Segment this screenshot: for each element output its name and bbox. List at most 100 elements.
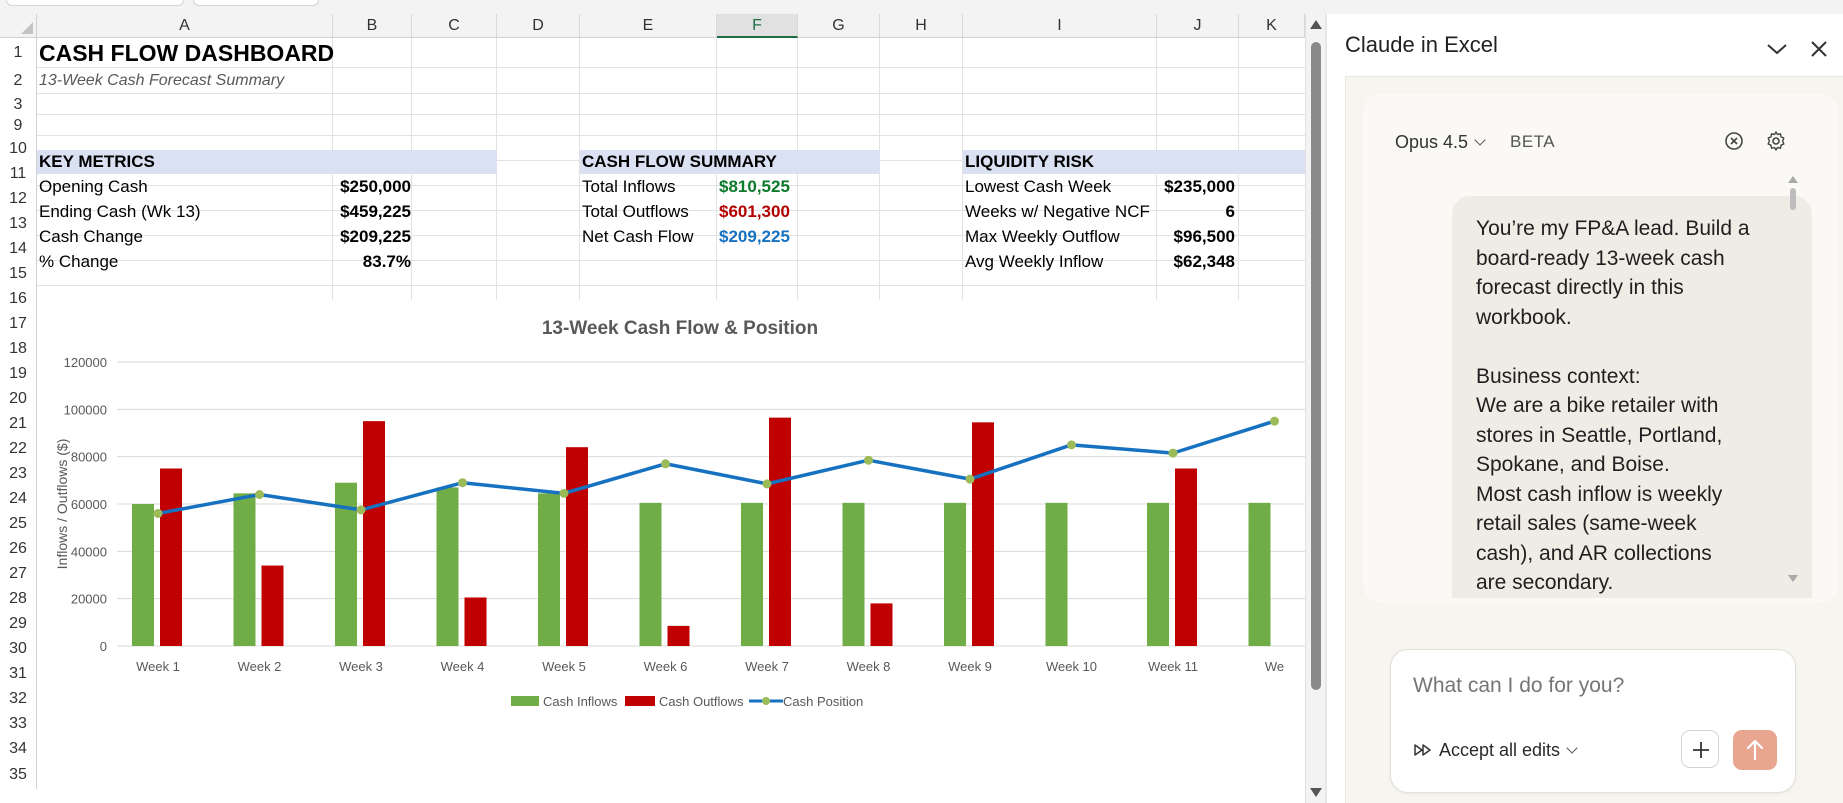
position-marker [255,490,264,500]
row-header-13[interactable]: 13 [0,211,37,236]
row-header-20[interactable]: 20 [0,386,37,411]
history-icon[interactable] [1722,129,1746,153]
dashboard-title[interactable]: CASH FLOW DASHBOARD [39,40,335,66]
accept-edits-dropdown[interactable]: Accept all edits [1413,740,1578,761]
column-header-c[interactable]: C [412,14,497,38]
column-header-h[interactable]: H [880,14,963,38]
send-button[interactable] [1733,730,1777,770]
chat-scrollbar[interactable] [1788,172,1798,582]
row-header-35[interactable]: 35 [0,761,37,789]
summary-label[interactable]: Total Inflows [582,177,676,196]
chevron-down-icon [1474,134,1486,146]
row-header-11[interactable]: 11 [0,161,37,186]
position-marker [1168,448,1178,458]
row-header-12[interactable]: 12 [0,186,37,211]
column-header-b[interactable]: B [333,14,412,38]
add-attachment-button[interactable] [1681,730,1719,768]
column-header-g[interactable]: G [798,14,880,38]
row-header-31[interactable]: 31 [0,661,37,686]
scroll-up-arrow-icon[interactable] [1310,20,1322,29]
metric-value[interactable]: $209,225 [340,227,411,246]
column-header-e[interactable]: E [580,14,717,38]
column-header-f[interactable]: F [717,14,798,38]
metric-label[interactable]: % Change [39,252,119,271]
chat-input-box[interactable]: Accept all edits [1390,649,1796,793]
metric-value[interactable]: 83.7% [362,252,411,271]
risk-label[interactable]: Avg Weekly Inflow [965,252,1104,271]
grid-line [962,38,963,300]
row-header-27[interactable]: 27 [0,561,37,586]
metric-label[interactable]: Ending Cash (Wk 13) [39,202,201,221]
risk-value[interactable]: 6 [1225,202,1235,221]
row-header-28[interactable]: 28 [0,586,37,611]
row-header-32[interactable]: 32 [0,686,37,711]
key-metrics-header[interactable]: KEY METRICS [39,152,155,171]
scroll-down-arrow-icon[interactable] [1310,788,1322,797]
row-header-23[interactable]: 23 [0,461,37,486]
row-header-24[interactable]: 24 [0,486,37,511]
chevron-down-icon[interactable] [1762,34,1792,64]
panel-divider[interactable] [1325,14,1327,803]
gear-icon[interactable] [1764,129,1788,153]
metric-label[interactable]: Cash Change [39,227,143,246]
chat-input[interactable] [1413,674,1773,698]
column-header-i[interactable]: I [963,14,1157,38]
tab-stub[interactable] [193,0,319,6]
arrow-up-icon [1746,739,1764,761]
row-header-22[interactable]: 22 [0,436,37,461]
metric-label[interactable]: Opening Cash [39,177,148,196]
chat-scroll-thumb[interactable] [1790,188,1796,210]
row-header-33[interactable]: 33 [0,711,37,736]
risk-label[interactable]: Max Weekly Outflow [965,227,1120,246]
outflow-bar [464,597,487,646]
row-header-15[interactable]: 15 [0,261,37,286]
legend-marker-position [762,697,770,705]
risk-label[interactable]: Weeks w/ Negative NCF [965,202,1150,221]
row-header-19[interactable]: 19 [0,361,37,386]
total-inflows-value[interactable]: $810,525 [719,177,790,196]
row-header-2[interactable]: 2 [0,68,37,94]
dashboard-subtitle[interactable]: 13-Week Cash Forecast Summary [39,72,285,89]
column-header-k[interactable]: K [1239,14,1305,38]
row-header-16[interactable]: 16 [0,286,37,311]
chat-scroll-down-icon[interactable] [1788,575,1798,582]
accept-edits-label: Accept all edits [1439,740,1561,760]
row-header-30[interactable]: 30 [0,636,37,661]
column-header-d[interactable]: D [497,14,580,38]
vertical-scrollbar[interactable] [1305,14,1325,803]
row-header-34[interactable]: 34 [0,736,37,761]
row-header-9[interactable]: 9 [0,115,37,136]
row-header-29[interactable]: 29 [0,611,37,636]
chat-scroll-up-icon[interactable] [1788,176,1798,183]
row-header-1[interactable]: 1 [0,38,37,68]
metric-value[interactable]: $250,000 [340,177,411,196]
cash-flow-chart[interactable]: 13-Week Cash Flow & Position 0 20000 40000 6… [37,300,1305,790]
column-header-j[interactable]: J [1157,14,1239,38]
risk-value[interactable]: $62,348 [1173,252,1235,271]
close-icon[interactable] [1804,34,1834,64]
row-header-10[interactable]: 10 [0,136,37,161]
risk-value[interactable]: $235,000 [1164,177,1235,196]
row-header-26[interactable]: 26 [0,536,37,561]
liquidity-risk-header[interactable]: LIQUIDITY RISK [965,152,1095,171]
summary-label[interactable]: Net Cash Flow [582,227,694,246]
risk-label[interactable]: Lowest Cash Week [965,177,1112,196]
scrollbar-thumb[interactable] [1311,42,1321,690]
row-header-17[interactable]: 17 [0,311,37,336]
net-cash-flow-value[interactable]: $209,225 [719,227,790,246]
summary-label[interactable]: Total Outflows [582,202,689,221]
cash-flow-summary-header[interactable]: CASH FLOW SUMMARY [582,152,777,171]
row-header-21[interactable]: 21 [0,411,37,436]
row-header-18[interactable]: 18 [0,336,37,361]
row-header-14[interactable]: 14 [0,236,37,261]
tab-stub[interactable] [6,0,184,6]
row-header-25[interactable]: 25 [0,511,37,536]
total-outflows-value[interactable]: $601,300 [719,202,790,221]
column-header-a[interactable]: A [37,14,333,38]
model-selector[interactable]: Opus 4.5 [1395,132,1486,153]
select-all-corner[interactable] [0,14,37,38]
metric-value[interactable]: $459,225 [340,202,411,221]
risk-value[interactable]: $96,500 [1173,227,1235,246]
row-header-3[interactable]: 3 [0,94,37,115]
